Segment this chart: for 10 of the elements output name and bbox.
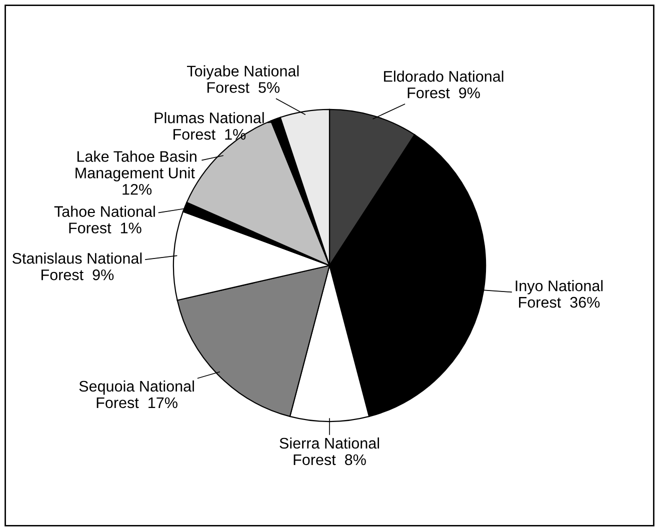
slice-label: Tahoe National Forest 1% bbox=[54, 206, 155, 234]
slice-label: Sequoia National Forest 17% bbox=[79, 380, 194, 408]
slice-label: Eldorado National Forest 9% bbox=[384, 70, 504, 98]
slice-label: Toiyabe National Forest 5% bbox=[187, 65, 299, 93]
slice-label: Inyo National Forest 36% bbox=[516, 280, 603, 308]
slice-label: Plumas National Forest 1% bbox=[154, 112, 264, 140]
slice-label: Stanislaus National Forest 9% bbox=[12, 252, 142, 280]
slice-label: Sierra National Forest 8% bbox=[280, 437, 380, 466]
slice-label: Lake Tahoe Basin Management Unit bbox=[76, 150, 196, 182]
data-label: 12% bbox=[122, 184, 152, 195]
